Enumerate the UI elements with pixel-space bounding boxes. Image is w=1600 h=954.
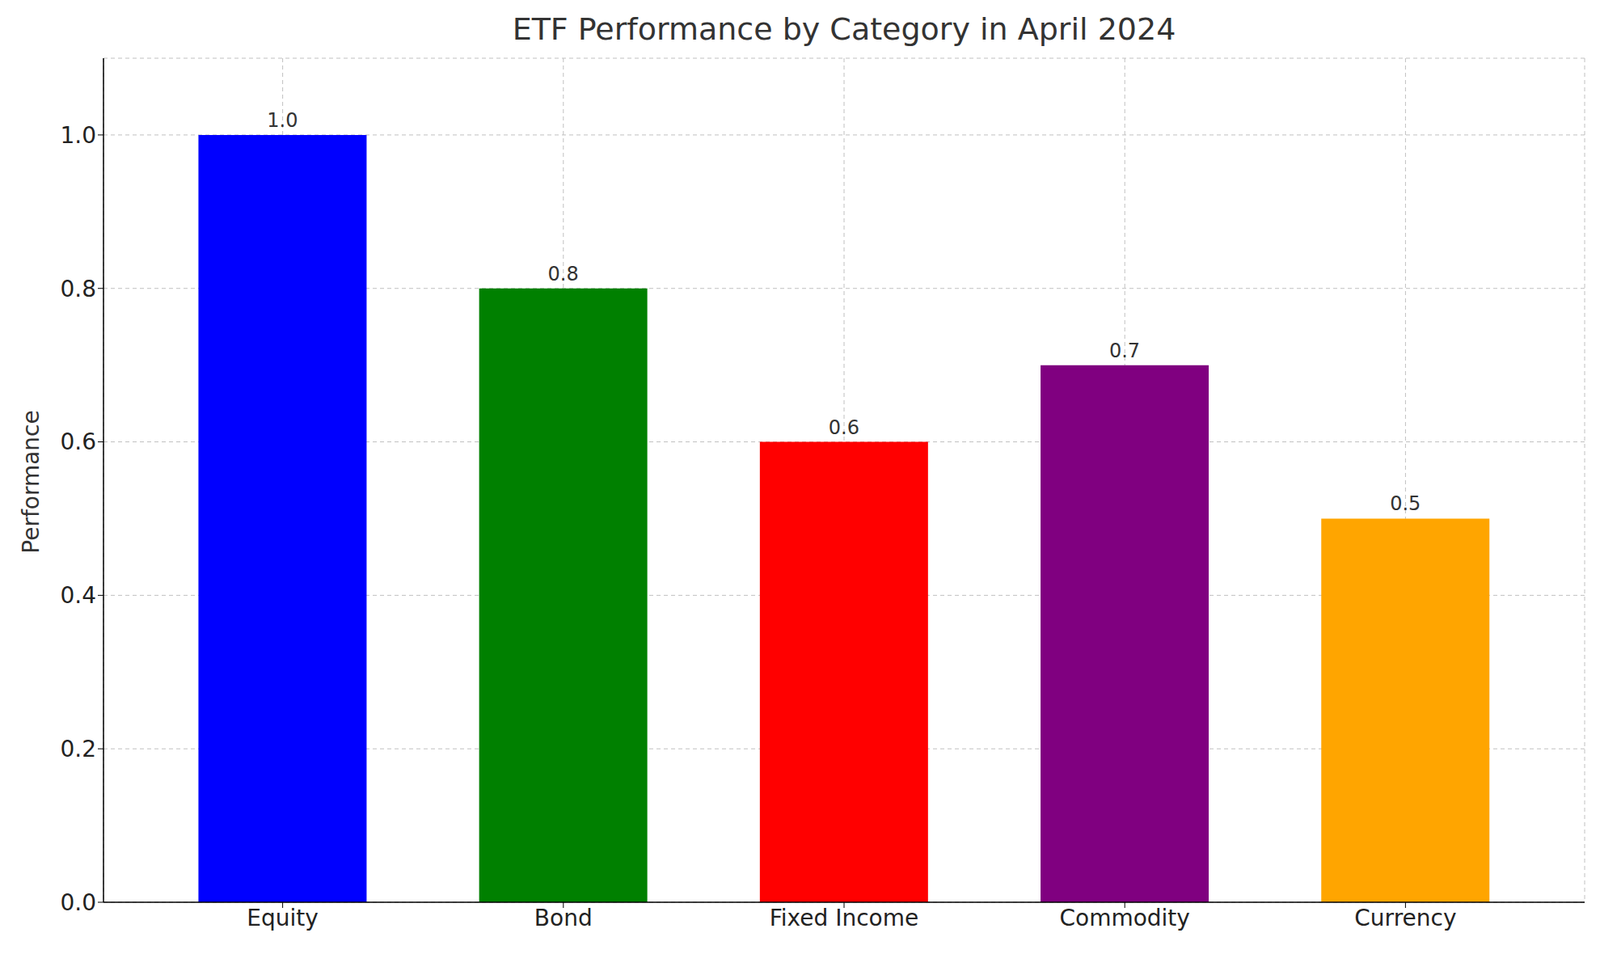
svg-text:Equity: Equity <box>246 904 319 932</box>
svg-text:0.8: 0.8 <box>59 275 97 303</box>
svg-text:1.0: 1.0 <box>266 109 298 132</box>
html-text:Performance: Performance <box>17 410 45 554</box>
svg-text:0.6: 0.6 <box>828 416 860 440</box>
svg-text:Commodity: Commodity <box>1059 904 1190 932</box>
svg-text:0.7: 0.7 <box>1109 339 1140 363</box>
svg-text:0.5: 0.5 <box>1389 492 1421 516</box>
svg-text:0.4: 0.4 <box>59 582 97 609</box>
svg-text:0.8: 0.8 <box>548 262 579 286</box>
svg-text:0.6: 0.6 <box>59 428 97 456</box>
svg-text:0.0: 0.0 <box>59 889 97 917</box>
svg-text:Fixed Income: Fixed Income <box>769 904 920 932</box>
svg-text:0.2: 0.2 <box>59 735 97 763</box>
svg-text:Bond: Bond <box>534 904 593 932</box>
svg-text:1.0: 1.0 <box>59 122 97 149</box>
html-text:ETF Performance by Category in: ETF Performance by Category in April 202… <box>512 11 1176 47</box>
svg-text:Currency: Currency <box>1354 904 1457 932</box>
